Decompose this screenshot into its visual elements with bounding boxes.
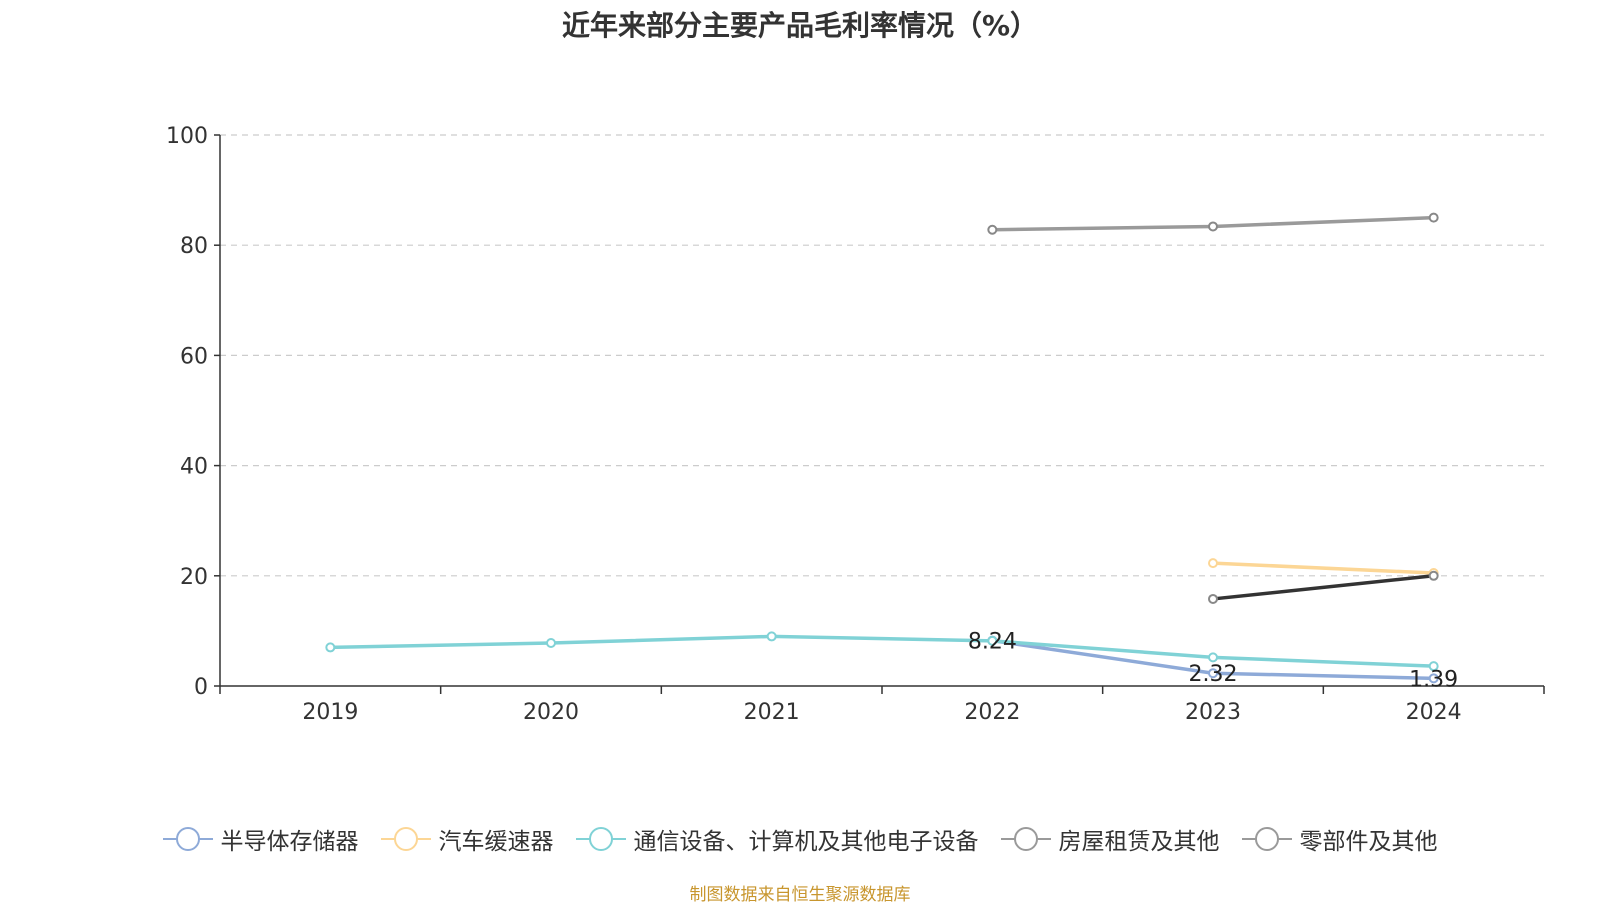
x-tick-label: 2023 xyxy=(1185,700,1241,725)
legend-swatch-icon xyxy=(1000,827,1051,851)
legend-label: 通信设备、计算机及其他电子设备 xyxy=(633,829,979,855)
data-point xyxy=(546,638,556,649)
legend-item[interactable]: 房屋租赁及其他 xyxy=(1000,822,1220,856)
data-point xyxy=(1208,668,1218,679)
y-tick-label: 80 xyxy=(180,234,208,259)
data-point xyxy=(1428,570,1439,581)
data-point xyxy=(1428,661,1439,672)
legend-swatch-icon xyxy=(162,827,213,851)
data-point xyxy=(987,224,998,235)
data-point xyxy=(766,631,777,642)
data-label: 2.32 xyxy=(1189,662,1238,687)
series-line-2 xyxy=(328,634,1436,668)
legend-item[interactable]: 半导体存储器 xyxy=(162,822,359,856)
chart-title: 近年来部分主要产品毛利率情况（%） xyxy=(561,9,1039,42)
x-tick-label: 2019 xyxy=(302,700,358,725)
legend-swatch-icon xyxy=(1241,827,1292,851)
series-line-3 xyxy=(1211,574,1436,601)
data-point xyxy=(1208,652,1218,663)
chart-legend: 半导体存储器 汽车缓速器 通信设备、计算机及其他电子设备 房屋租赁及其他 零部件及其他 xyxy=(0,822,1600,856)
x-tick-label: 2024 xyxy=(1406,700,1462,725)
data-point xyxy=(1208,558,1218,569)
series-line-1 xyxy=(1211,561,1436,575)
y-tick-label: 20 xyxy=(180,565,208,590)
legend-label: 半导体存储器 xyxy=(220,829,359,855)
legend-item[interactable]: 零部件及其他 xyxy=(1241,822,1438,856)
x-tick-label: 2021 xyxy=(744,700,800,725)
legend-swatch-icon xyxy=(575,827,626,851)
y-tick-label: 60 xyxy=(180,344,208,369)
legend-label: 房屋租赁及其他 xyxy=(1058,829,1220,855)
data-point xyxy=(1428,212,1439,223)
source-note: 制图数据来自恒生聚源数据库 xyxy=(689,885,911,905)
legend-label: 零部件及其他 xyxy=(1299,829,1438,855)
y-tick-label: 100 xyxy=(166,124,208,149)
legend-label: 汽车缓速器 xyxy=(438,829,554,855)
data-point xyxy=(987,635,998,646)
y-tick-label: 40 xyxy=(180,455,208,480)
data-label: 1.39 xyxy=(1409,667,1458,692)
data-point xyxy=(1208,593,1218,604)
x-tick-label: 2022 xyxy=(964,700,1020,725)
legend-swatch-icon xyxy=(380,827,431,851)
data-point xyxy=(325,642,336,653)
legend-item[interactable]: 通信设备、计算机及其他电子设备 xyxy=(575,822,979,856)
legend-item[interactable]: 汽车缓速器 xyxy=(380,822,554,856)
y-tick-label: 0 xyxy=(194,675,208,700)
data-point xyxy=(1208,221,1218,232)
data-label: 8.24 xyxy=(968,630,1017,655)
data-point xyxy=(1428,673,1439,684)
x-tick-label: 2020 xyxy=(523,700,579,725)
